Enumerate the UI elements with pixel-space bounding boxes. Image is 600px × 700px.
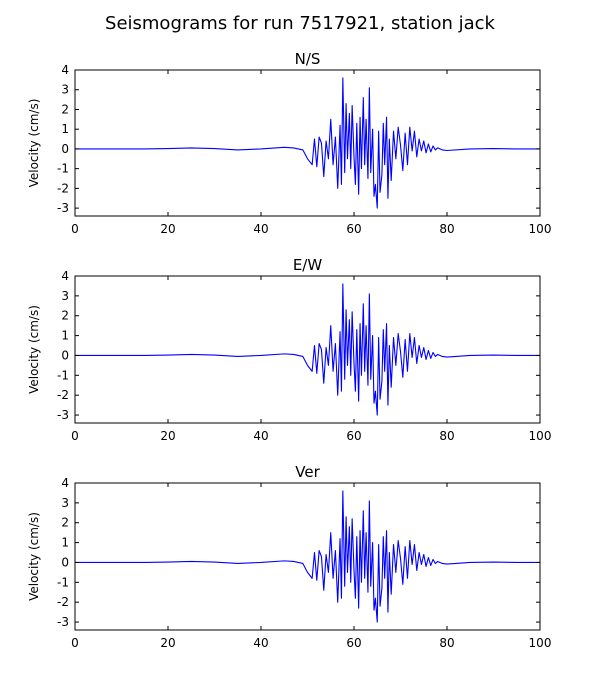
series-line (75, 77, 540, 209)
x-tick-label: 80 (439, 636, 454, 650)
y-tick-label: 3 (61, 289, 69, 303)
x-tick-label: 60 (346, 636, 361, 650)
y-tick-label: -1 (57, 162, 69, 176)
plot-frame (74, 275, 541, 424)
x-tick-label: 100 (529, 636, 552, 650)
y-tick-label: 1 (61, 536, 69, 550)
y-tick-label: -3 (57, 201, 69, 215)
x-tick-label: 100 (529, 222, 552, 236)
y-tick-label: 3 (61, 496, 69, 510)
series-line (75, 283, 540, 416)
y-tick-label: 4 (61, 476, 69, 490)
x-tick-label: 100 (529, 429, 552, 443)
y-tick-label: 0 (61, 142, 69, 156)
panel-title: E/W (293, 256, 323, 274)
y-tick-label: -3 (57, 408, 69, 422)
x-tick-label: 0 (71, 222, 79, 236)
x-tick-label: 80 (439, 222, 454, 236)
y-tick-label: 1 (61, 329, 69, 343)
panel-3: Ver Velocity (cm/s) 0 20 40 60 80 100 -3 -2 -1 0 1 2 3… (27, 463, 551, 650)
plot-frame (74, 482, 541, 631)
panel-title: Ver (295, 463, 320, 481)
x-tick-label: 80 (439, 429, 454, 443)
y-tick-label: 4 (61, 63, 69, 77)
series-line (75, 490, 540, 623)
y-axis-label: Velocity (cm/s) (27, 512, 41, 601)
x-tick-label: 40 (253, 429, 268, 443)
x-tick-label: 0 (71, 636, 79, 650)
y-tick-label: -1 (57, 575, 69, 589)
x-tick-label: 20 (160, 636, 175, 650)
panel-2: E/W Velocity (cm/s) 0 20 40 60 80 100 -3 -2 -1 0 1 2 3… (27, 256, 551, 443)
y-tick-label: 3 (61, 83, 69, 97)
x-tick-label: 20 (160, 429, 175, 443)
figure-title: Seismograms for run 7517921, station jac… (105, 13, 496, 34)
y-tick-label: 0 (61, 348, 69, 362)
x-tick-label: 40 (253, 636, 268, 650)
y-tick-label: -2 (57, 181, 69, 195)
y-tick-label: -1 (57, 368, 69, 382)
y-tick-label: -2 (57, 595, 69, 609)
y-tick-label: 1 (61, 122, 69, 136)
y-tick-label: 0 (61, 555, 69, 569)
y-tick-label: 2 (61, 516, 69, 530)
panel-title: N/S (295, 50, 321, 68)
y-axis-label: Velocity (cm/s) (27, 99, 41, 188)
y-axis-label: Velocity (cm/s) (27, 305, 41, 394)
x-tick-label: 60 (346, 222, 361, 236)
x-tick-label: 60 (346, 429, 361, 443)
y-tick-label: -3 (57, 615, 69, 629)
x-tick-label: 20 (160, 222, 175, 236)
y-tick-label: 4 (61, 269, 69, 283)
x-tick-label: 0 (71, 429, 79, 443)
x-tick-label: 40 (253, 222, 268, 236)
panel-1: N/S Velocity (cm/s) 0 20 40 60 80 100 -3 -2 -1 0 1 2 3… (27, 50, 551, 236)
y-tick-label: 2 (61, 102, 69, 116)
plot-frame (74, 69, 541, 217)
y-tick-label: 2 (61, 309, 69, 323)
y-tick-label: -2 (57, 388, 69, 402)
